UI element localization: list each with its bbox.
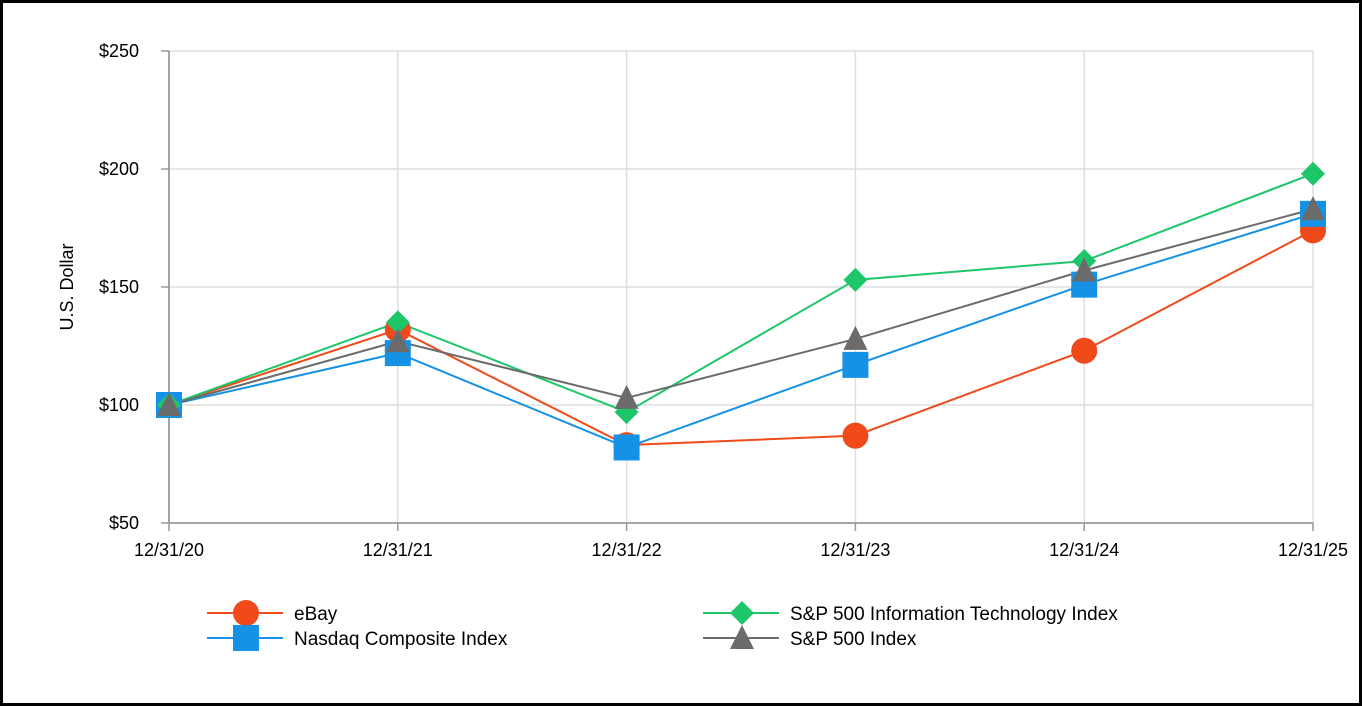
data-point bbox=[385, 310, 410, 335]
legend-label: eBay bbox=[294, 604, 338, 625]
data-point bbox=[385, 328, 410, 353]
x-tick-label: 12/31/25 bbox=[1278, 540, 1348, 560]
axes bbox=[161, 50, 1314, 531]
series-line bbox=[168, 172, 1314, 414]
x-tick-label: 12/31/23 bbox=[820, 540, 890, 560]
legend-label: Nasdaq Composite Index bbox=[294, 629, 508, 650]
data-point bbox=[843, 267, 868, 292]
legend-swatch-marker bbox=[730, 601, 754, 625]
series-line bbox=[168, 212, 1314, 449]
y-tick-label: $100 bbox=[99, 395, 139, 415]
data-point bbox=[1071, 337, 1098, 364]
data-point bbox=[1301, 161, 1325, 186]
legend: eBay S&P 500 Information Technology Index… bbox=[207, 600, 1118, 651]
data-point bbox=[1072, 257, 1097, 282]
x-tick-label: 12/31/20 bbox=[134, 540, 204, 560]
x-tick-labels: 12/31/20 12/31/21 12/31/22 12/31/23 12/31/24… bbox=[134, 540, 1348, 560]
x-tick-label: 12/31/21 bbox=[363, 540, 433, 560]
y-tick-label: $150 bbox=[99, 277, 139, 297]
data-point bbox=[842, 351, 869, 378]
legend-swatch-marker bbox=[233, 625, 259, 651]
data-point bbox=[843, 325, 868, 350]
data-point bbox=[1301, 196, 1325, 221]
legend-swatch-marker bbox=[233, 600, 259, 626]
x-tick-label: 12/31/24 bbox=[1049, 540, 1119, 560]
legend-item: S&P 500 Index bbox=[703, 625, 917, 650]
series-line bbox=[168, 229, 1314, 447]
legend-label: S&P 500 Information Technology Index bbox=[790, 604, 1118, 625]
data-point bbox=[614, 384, 639, 409]
grid-lines bbox=[169, 50, 1314, 523]
y-tick-labels: $50 $100 $150 $200 $250 bbox=[99, 41, 139, 533]
legend-item: Nasdaq Composite Index bbox=[207, 625, 508, 651]
legend-item: eBay bbox=[207, 600, 338, 626]
x-tick-label: 12/31/22 bbox=[592, 540, 662, 560]
data-point bbox=[157, 392, 181, 416]
y-tick-label: $200 bbox=[99, 159, 139, 179]
series-layer bbox=[156, 161, 1326, 461]
data-point bbox=[613, 434, 640, 461]
legend-label: S&P 500 Index bbox=[790, 629, 917, 650]
y-tick-label: $250 bbox=[99, 41, 139, 61]
y-tick-label: $50 bbox=[109, 513, 139, 533]
data-point bbox=[842, 422, 869, 449]
series-line bbox=[168, 208, 1314, 406]
legend-swatch-marker bbox=[730, 625, 754, 649]
series-lines bbox=[168, 172, 1314, 449]
legend-item: S&P 500 Information Technology Index bbox=[703, 601, 1118, 625]
series-markers bbox=[156, 161, 1326, 461]
y-axis-title: U.S. Dollar bbox=[57, 243, 77, 330]
